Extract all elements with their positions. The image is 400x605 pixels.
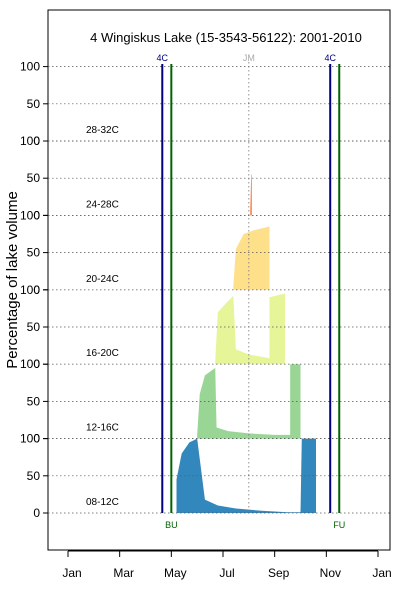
band-label: 08-12C [86, 497, 119, 508]
y-tick-label: 50 [27, 171, 41, 185]
x-tick-label: May [164, 566, 187, 580]
x-tick-label: Mar [113, 566, 134, 580]
y-tick-label: 50 [27, 394, 41, 408]
band-label: 16-20C [86, 348, 119, 359]
x-tick-label: Jan [62, 566, 81, 580]
y-tick-label: 50 [27, 97, 41, 111]
band-label: 12-16C [86, 423, 119, 434]
plot-frame [47, 9, 391, 551]
vline-label: 4C [324, 53, 336, 63]
vline-label: FU [333, 520, 345, 530]
vline-label: BU [165, 520, 178, 530]
y-tick-label: 50 [27, 320, 41, 334]
band-area-16-20C [215, 293, 285, 365]
x-tick-label: Jan [372, 566, 391, 580]
x-tick-label: Nov [320, 566, 341, 580]
band-area-12-16C [197, 364, 301, 439]
y-tick-label: 50 [27, 246, 41, 260]
y-tick-label: 100 [20, 208, 40, 222]
y-tick-label: 0 [33, 208, 40, 222]
band-label: 28-32C [86, 125, 119, 136]
band-area-20-24C [233, 226, 270, 290]
y-tick-label: 100 [20, 432, 40, 446]
y-axis-label: Percentage of lake volume [4, 191, 21, 369]
band-label: 20-24C [86, 274, 119, 285]
vline-label: JM [243, 53, 255, 63]
y-tick-label: 50 [27, 469, 41, 483]
y-tick-label: 0 [33, 506, 40, 520]
x-tick-label: Sep [268, 566, 290, 580]
band-area-08-12C [176, 438, 316, 513]
chart-title: 4 Wingiskus Lake (15-3543-56122): 2001-2… [90, 30, 362, 45]
y-tick-label: 100 [20, 283, 40, 297]
y-tick-label: 100 [20, 60, 40, 74]
y-tick-label: 0 [33, 357, 40, 371]
band-area-24-28C [250, 174, 252, 216]
y-tick-label: 0 [33, 134, 40, 148]
y-tick-label: 100 [20, 134, 40, 148]
vline-label: 4C [157, 53, 169, 63]
y-tick-label: 0 [33, 283, 40, 297]
x-tick-label: Jul [219, 566, 234, 580]
y-tick-label: 0 [33, 432, 40, 446]
band-label: 24-28C [86, 199, 119, 210]
y-tick-label: 100 [20, 357, 40, 371]
